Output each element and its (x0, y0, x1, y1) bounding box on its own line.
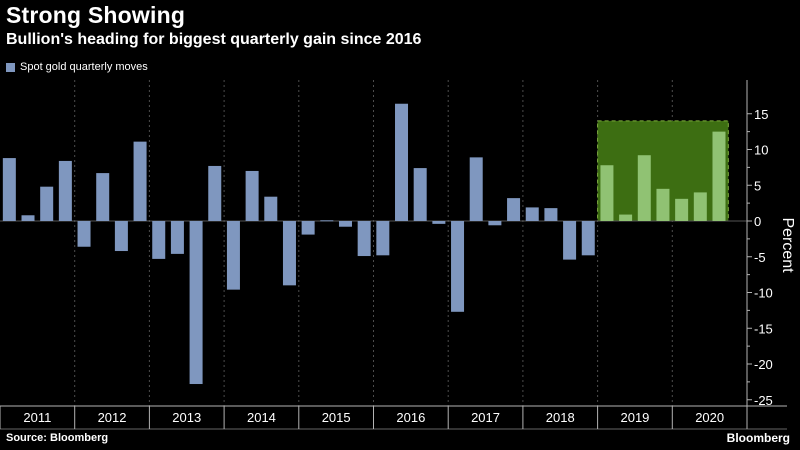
y-tick-label: -10 (754, 286, 773, 301)
x-year-label: 2018 (546, 410, 575, 425)
x-year-label: 2012 (98, 410, 127, 425)
bar (245, 170, 259, 221)
bar (96, 173, 110, 221)
bar (58, 160, 72, 221)
x-year-label: 2015 (322, 410, 351, 425)
bar (40, 186, 54, 221)
y-tick-label: -20 (754, 357, 773, 372)
bar (525, 207, 539, 221)
bar (581, 221, 595, 256)
bar (451, 221, 465, 312)
bar (619, 214, 633, 221)
bar (656, 188, 670, 221)
bar (637, 155, 651, 221)
bar (77, 221, 91, 247)
y-tick-label: 15 (754, 107, 768, 122)
bar (395, 103, 409, 221)
bar (488, 221, 502, 226)
bar (264, 196, 278, 221)
bar (189, 221, 203, 385)
bar (338, 221, 352, 227)
bar (357, 221, 371, 257)
bar (170, 221, 184, 254)
bar (320, 220, 334, 222)
bar (376, 221, 390, 256)
source-note: Source: Bloomberg (6, 432, 109, 444)
bar (133, 141, 147, 221)
bar (563, 221, 577, 260)
bar (282, 221, 296, 286)
bar (507, 198, 521, 221)
y-tick-label: 0 (754, 214, 761, 229)
bar (544, 208, 558, 221)
y-tick-label: -15 (754, 321, 773, 336)
x-year-label: 2019 (620, 410, 649, 425)
legend-label: Spot gold quarterly moves (20, 61, 148, 73)
chart-subtitle: Bullion's heading for biggest quarterly … (6, 31, 422, 48)
x-year-label: 2013 (172, 410, 201, 425)
bloomberg-logo: Bloomberg (726, 431, 790, 445)
bar (114, 221, 128, 252)
y-tick-label: -5 (754, 250, 766, 265)
y-axis-label: Percent (779, 217, 796, 273)
bar (226, 221, 240, 290)
bar (600, 165, 614, 221)
bar (21, 215, 35, 221)
legend: Spot gold quarterly moves (6, 61, 148, 73)
y-tick-label: 5 (754, 178, 761, 193)
x-year-label: 2020 (695, 410, 724, 425)
bar (301, 221, 315, 235)
bar (432, 221, 446, 224)
bar (469, 157, 483, 221)
x-year-label: 2014 (247, 410, 276, 425)
x-year-label: 2016 (396, 410, 425, 425)
legend-swatch (6, 62, 15, 72)
bar (152, 221, 166, 259)
x-year-label: 2017 (471, 410, 500, 425)
bar (413, 168, 427, 221)
bar (208, 165, 222, 221)
chart-title: Strong Showing (6, 2, 186, 28)
y-tick-label: 10 (754, 143, 768, 158)
bar (2, 158, 16, 221)
x-year-label: 2011 (23, 410, 51, 425)
bar (712, 131, 726, 221)
bar (693, 192, 707, 221)
bar (675, 198, 689, 221)
y-tick-label: -25 (754, 393, 773, 408)
